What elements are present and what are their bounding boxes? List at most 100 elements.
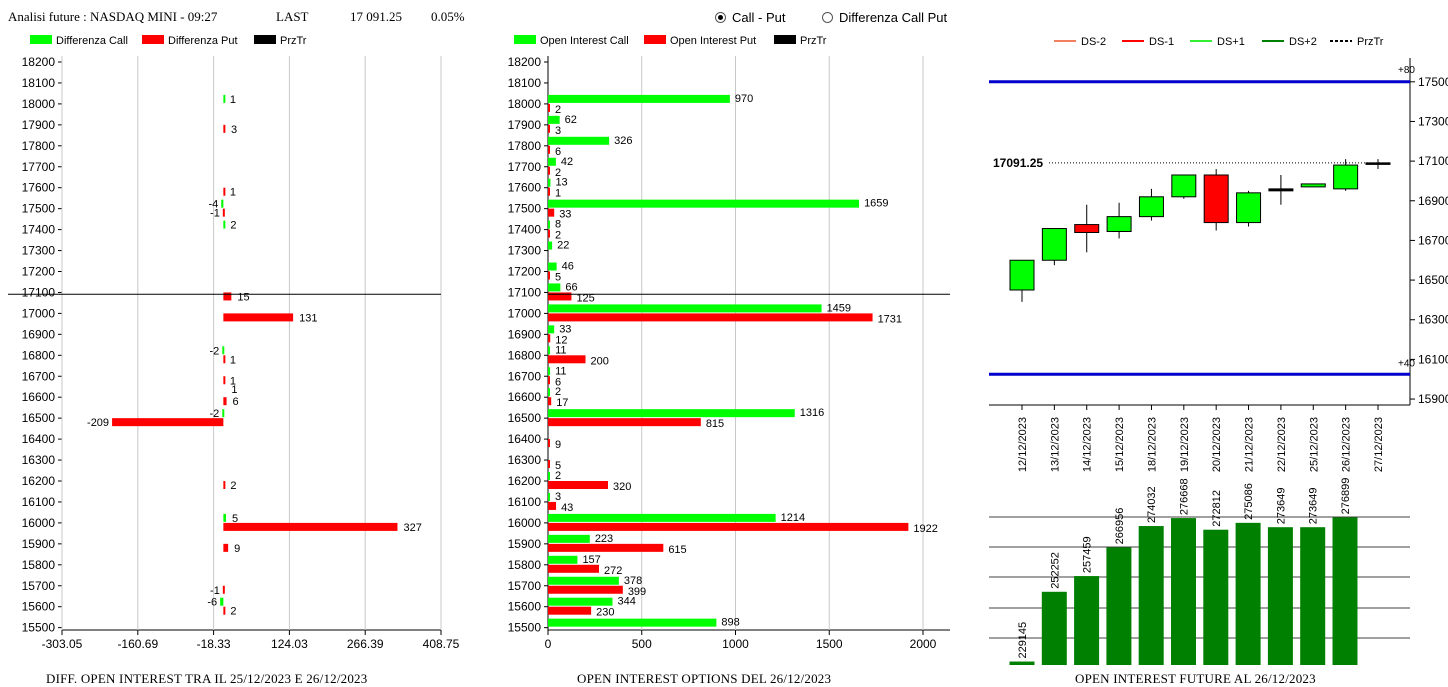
- put-oi-bar: [548, 271, 550, 280]
- radio-unselected-icon[interactable]: [822, 12, 833, 23]
- x-tick-label: 25/12/2023: [1308, 417, 1320, 472]
- y-tick-label: 16700: [1418, 233, 1448, 247]
- y-tick-label: 17000: [22, 306, 56, 320]
- x-tick-label: 14/12/2023: [1082, 417, 1094, 472]
- future-oi-bar: [1041, 591, 1067, 665]
- call-oi-bar: [548, 136, 610, 145]
- y-tick-label: 15900: [508, 537, 542, 551]
- put-bar: [223, 355, 226, 364]
- candle-body: [1365, 162, 1391, 165]
- call-oi-label: 1659: [864, 198, 888, 210]
- call-oi-label: 11: [555, 365, 566, 377]
- put-value-label: 131: [299, 312, 317, 324]
- put-bar: [222, 208, 225, 217]
- legend-swatch: [644, 35, 666, 44]
- x-tick-label: -303.05: [42, 637, 83, 651]
- put-value-label: 3: [231, 124, 237, 136]
- call-oi-bar: [548, 576, 619, 585]
- put-bar: [223, 124, 226, 133]
- x-tick-label: 27/12/2023: [1373, 417, 1385, 472]
- put-value-label: 327: [403, 522, 421, 534]
- last-label: LAST: [276, 9, 309, 24]
- future-oi-label: 275086: [1243, 483, 1255, 520]
- put-bar: [112, 418, 224, 427]
- call-oi-label: 344: [618, 596, 636, 608]
- future-oi-bar: [1106, 547, 1132, 665]
- call-oi-label: 898: [721, 617, 739, 629]
- future-oi-bar: [1332, 517, 1358, 665]
- put-oi-label: 12: [555, 334, 567, 346]
- y-tick-label: 15600: [508, 600, 542, 614]
- future-oi-label: 276668: [1179, 478, 1191, 515]
- put-value-label: 2: [230, 606, 236, 618]
- call-oi-label: 11: [555, 344, 566, 356]
- legend-swatch: [514, 35, 536, 44]
- y-tick-label: 18000: [22, 97, 56, 111]
- put-oi-label: 320: [613, 481, 631, 493]
- y-tick-label: 17100: [508, 285, 542, 299]
- put-value-label: 15: [237, 291, 249, 303]
- future-oi-bar: [1171, 518, 1196, 665]
- y-tick-label: 16100: [22, 495, 56, 509]
- call-oi-label: 42: [561, 156, 573, 168]
- footer-future-title: OPEN INTEREST FUTURE AL 26/12/2023: [1075, 671, 1316, 686]
- future-oi-label: 273649: [1275, 487, 1287, 524]
- put-oi-label: 1731: [878, 313, 902, 325]
- call-oi-bar: [548, 555, 578, 564]
- call-oi-label: 3: [555, 491, 561, 503]
- candle-body: [1203, 174, 1229, 224]
- y-tick-label: 17800: [508, 139, 542, 153]
- x-tick-label: 266.39: [347, 637, 384, 651]
- x-tick-label: -18.33: [197, 637, 231, 651]
- y-tick-label: 17000: [508, 306, 542, 320]
- y-tick-label: 17200: [508, 265, 542, 279]
- put-oi-label: 17: [556, 397, 568, 409]
- put-oi-label: 2: [555, 167, 561, 179]
- call-bar: [222, 409, 225, 418]
- y-tick-label: 16300: [508, 453, 542, 467]
- legend-label: DS+1: [1217, 36, 1245, 48]
- y-tick-label: 15900: [1418, 392, 1448, 406]
- call-bar: [223, 94, 226, 103]
- put-oi-label: 33: [559, 209, 571, 221]
- put-oi-label: 1: [555, 188, 561, 200]
- y-tick-label: 18200: [508, 55, 542, 69]
- y-tick-label: 18100: [508, 76, 542, 90]
- legend-label: Open Interest Put: [670, 35, 756, 47]
- candle-body: [1041, 228, 1067, 261]
- y-tick-label: 16900: [22, 327, 56, 341]
- call-oi-bar: [548, 283, 561, 292]
- page-title: Analisi future : NASDAQ MINI - 09:27: [8, 9, 218, 24]
- y-tick-label: 16900: [1418, 194, 1448, 208]
- footer-diff-title: DIFF. OPEN INTEREST TRA IL 25/12/2023 E …: [46, 671, 368, 686]
- put-bar: [222, 585, 225, 594]
- call-oi-bar: [548, 409, 795, 418]
- put-oi-bar: [548, 376, 550, 385]
- call-value-label: 5: [232, 513, 238, 525]
- call-bar: [220, 597, 224, 606]
- legend-label: Differenza Put: [168, 35, 238, 47]
- put-oi-bar: [548, 145, 550, 154]
- future-oi-label: 276899: [1340, 478, 1352, 515]
- y-tick-label: 16500: [22, 411, 56, 425]
- legend-label: DS-1: [1149, 36, 1174, 48]
- put-bar: [223, 543, 229, 552]
- call-oi-label: 157: [582, 554, 600, 566]
- call-oi-bar: [548, 388, 550, 397]
- put-value-label: 6: [233, 396, 239, 408]
- put-oi-bar: [548, 334, 551, 343]
- y-tick-label: 15700: [22, 579, 56, 593]
- future-oi-bar: [1235, 522, 1261, 665]
- y-tick-label: 15800: [22, 558, 56, 572]
- candle-body: [1074, 224, 1100, 233]
- radio-selected-icon[interactable]: [715, 12, 726, 23]
- x-tick-label: -160.69: [117, 637, 158, 651]
- radio-differenza-call-put[interactable]: Differenza Call Put: [822, 10, 947, 25]
- y-tick-label: 15800: [508, 558, 542, 572]
- x-tick-label: 26/12/2023: [1341, 417, 1353, 472]
- put-oi-bar: [548, 564, 599, 573]
- radio-call-put[interactable]: Call - Put: [715, 10, 785, 25]
- call-oi-label: 1214: [781, 512, 805, 524]
- y-tick-label: 17900: [22, 118, 56, 132]
- put-oi-bar: [548, 460, 550, 469]
